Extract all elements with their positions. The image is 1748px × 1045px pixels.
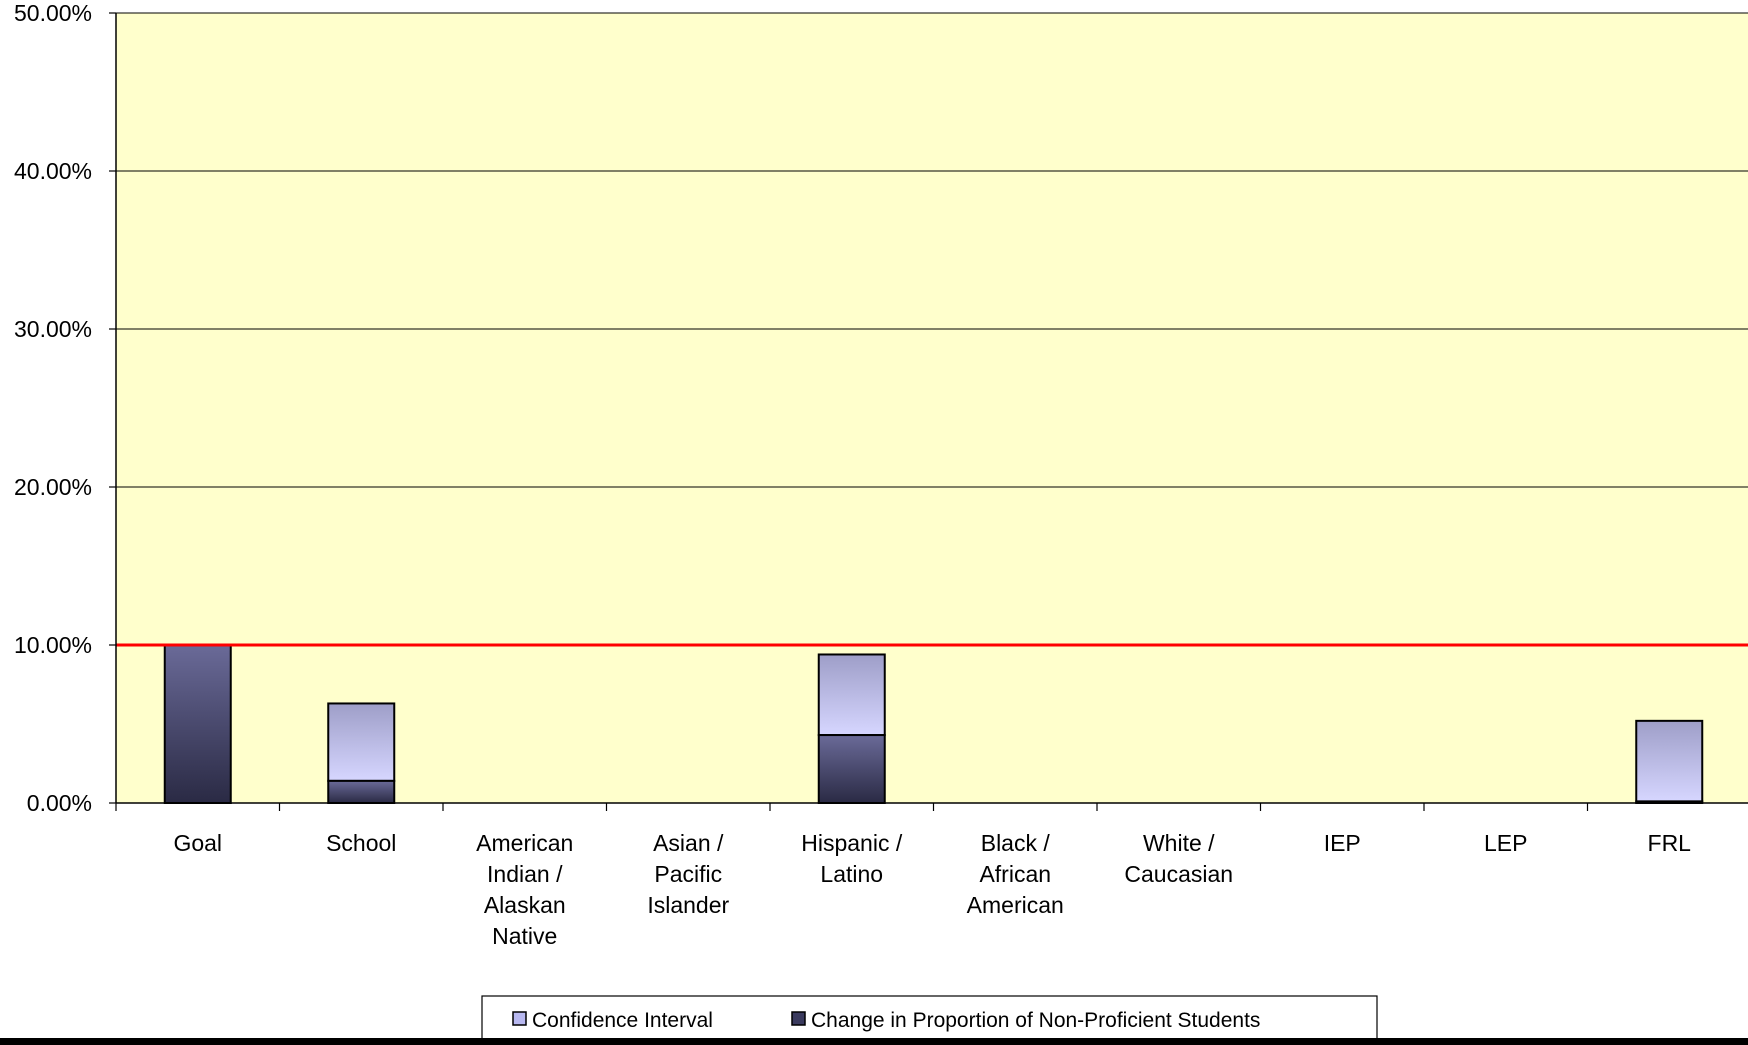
x-category-label: Hispanic / Latino <box>801 830 903 887</box>
plot-area <box>116 13 1748 803</box>
bar-change-in-proportion <box>163 644 232 804</box>
x-category-label-line: Native <box>492 923 557 949</box>
x-axis-labels: Goal School American Indian / Alaskan NativeA… <box>173 830 1691 949</box>
x-category-label-line: Latino <box>820 861 883 887</box>
bar-change-in-proportion <box>817 734 886 804</box>
axes <box>115 13 1748 811</box>
y-tick-label: 50.00% <box>14 0 92 26</box>
y-tick-label: 30.00% <box>14 316 92 342</box>
bar-confidence-interval <box>327 702 396 782</box>
x-category-label: American Indian / Alaskan Native <box>476 830 573 949</box>
x-category-label-line: Alaskan <box>484 892 566 918</box>
x-category-label-line: White / <box>1143 830 1215 856</box>
x-category-label-line: American <box>967 892 1064 918</box>
legend-swatch-confidence-interval <box>512 1011 527 1026</box>
x-category-label-line: IEP <box>1324 830 1361 856</box>
x-category-label: FRL <box>1648 830 1692 856</box>
x-category-label-line: Asian / <box>653 830 724 856</box>
bottom-frame-bar <box>0 1038 1748 1045</box>
x-category-label-line: Islander <box>647 892 729 918</box>
x-category-label: Asian / Pacific Islander <box>647 830 729 918</box>
x-category-label-line: FRL <box>1648 830 1692 856</box>
x-category-label: LEP <box>1484 830 1527 856</box>
x-category-label-line: School <box>326 830 396 856</box>
x-category-label-line: Goal <box>173 830 222 856</box>
y-tick-label: 40.00% <box>14 158 92 184</box>
x-category-label-line: Hispanic / <box>801 830 903 856</box>
legend-swatch-change-in-proportion <box>791 1011 806 1026</box>
y-axis-ticks: 0.00% 10.00% 20.00% 30.00% 40.00% 50.00% <box>14 0 116 816</box>
x-category-label: White / Caucasian <box>1124 830 1233 887</box>
x-category-label-line: LEP <box>1484 830 1527 856</box>
x-category-label-line: Pacific <box>654 861 722 887</box>
x-category-label-line: Caucasian <box>1124 861 1233 887</box>
x-category-label: Black / African American <box>967 830 1064 918</box>
x-category-label: IEP <box>1324 830 1361 856</box>
legend: Confidence Interval Change in Proportion… <box>481 995 1378 1042</box>
legend-label-change-in-proportion: Change in Proportion of Non-Proficient S… <box>811 1009 1260 1032</box>
x-category-label: Goal <box>173 830 222 856</box>
bar-confidence-interval <box>1635 719 1704 803</box>
x-category-label-line: Black / <box>981 830 1051 856</box>
x-category-label-line: Indian / <box>487 861 563 887</box>
x-category-label-line: African <box>979 861 1051 887</box>
bar-change-in-proportion <box>327 779 396 805</box>
legend-box <box>481 995 1378 1042</box>
y-tick-label: 10.00% <box>14 632 92 658</box>
y-tick-label: 0.00% <box>27 790 92 816</box>
x-category-label-line: American <box>476 830 573 856</box>
bar-confidence-interval <box>817 653 886 737</box>
x-category-label: School <box>326 830 396 856</box>
legend-label-confidence-interval: Confidence Interval <box>532 1009 713 1032</box>
bars <box>163 644 1704 805</box>
y-tick-label: 20.00% <box>14 474 92 500</box>
